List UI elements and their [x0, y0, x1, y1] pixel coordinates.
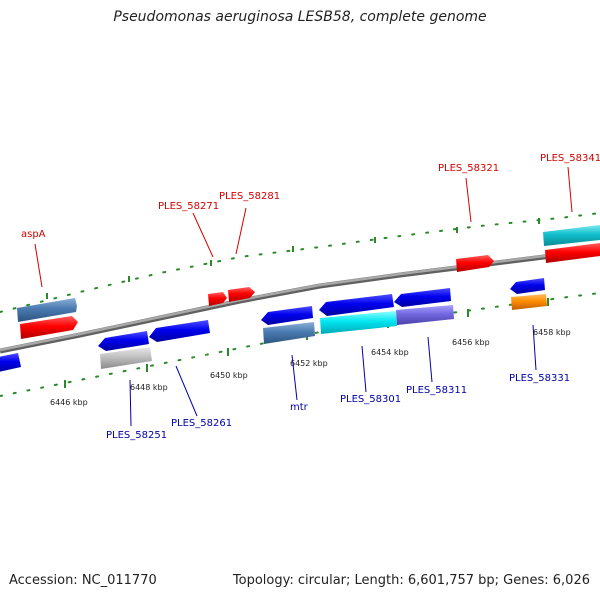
gene-PLES-58311[interactable] — [396, 305, 454, 325]
gene-mtr-upper[interactable] — [261, 306, 313, 325]
scale-label: 6452 kbp — [290, 359, 328, 368]
gene-PLES-58331-upper[interactable] — [510, 278, 545, 294]
gene-blue-reverse[interactable] — [0, 353, 21, 372]
gene-label-PLES-58331[interactable]: PLES_58331 — [509, 373, 570, 384]
gene-label-aspA[interactable]: aspA — [21, 229, 46, 240]
accession-text: Accession: NC_011770 — [9, 573, 157, 588]
map-title: Pseudomonas aeruginosa LESB58, complete … — [113, 9, 487, 25]
reverse-leader-lines — [129, 324, 537, 427]
gene-label-PLES-58311[interactable]: PLES_58311 — [406, 385, 467, 396]
gene-label-PLES-58341[interactable]: PLES_58341 — [540, 153, 600, 164]
gene-label-PLES-58251[interactable]: PLES_58251 — [106, 430, 167, 441]
scale-label: 6450 kbp — [210, 371, 248, 380]
gene-mtr[interactable] — [263, 322, 315, 344]
genome-summary-text: Topology: circular; Length: 6,601,757 bp… — [232, 573, 590, 588]
gene-PLES-58281[interactable] — [228, 287, 255, 302]
forward-genes[interactable] — [17, 225, 600, 339]
gene-aspA[interactable] — [20, 316, 78, 339]
forward-ruler-major-ticks — [46, 218, 540, 299]
scale-label: 6448 kbp — [130, 383, 168, 392]
gene-PLES-58251-upper[interactable] — [98, 331, 149, 351]
gene-label-PLES-58321[interactable]: PLES_58321 — [438, 163, 499, 174]
forward-gene-labels: aspA PLES_58271 PLES_58281 PLES_58321 PL… — [21, 153, 600, 240]
gene-label-mtr[interactable]: mtr — [290, 402, 309, 413]
gene-PLES-58331[interactable] — [511, 294, 547, 310]
scale-label: 6458 kbp — [533, 328, 571, 337]
scale-labels: 6446 kbp 6448 kbp 6450 kbp 6452 kbp 6454… — [50, 328, 571, 407]
gene-label-PLES-58271[interactable]: PLES_58271 — [158, 201, 219, 212]
gene-label-PLES-58281[interactable]: PLES_58281 — [219, 191, 280, 202]
scale-label: 6456 kbp — [452, 338, 490, 347]
scale-label: 6454 kbp — [371, 348, 409, 357]
reverse-gene-labels: PLES_58251 PLES_58261 mtr PLES_58301 PLE… — [106, 373, 570, 441]
gene-PLES-58261[interactable] — [149, 320, 210, 342]
gene-PLES-58271[interactable] — [208, 292, 227, 306]
gene-PLES-58301[interactable] — [320, 311, 397, 334]
gene-label-PLES-58261[interactable]: PLES_58261 — [171, 418, 232, 429]
gene-PLES-58251[interactable] — [100, 347, 152, 369]
gene-PLES-58311-upper[interactable] — [394, 288, 451, 307]
forward-leader-lines — [34, 166, 573, 288]
gene-label-PLES-58301[interactable]: PLES_58301 — [340, 394, 401, 405]
gene-PLES-58321[interactable] — [456, 255, 494, 272]
gene-PLES-58341-teal[interactable] — [543, 225, 600, 246]
reverse-genes[interactable] — [0, 278, 547, 372]
genome-backbone — [0, 246, 600, 354]
gene-PLES-58341[interactable] — [545, 243, 600, 263]
scale-label: 6446 kbp — [50, 398, 88, 407]
gene-steel-forward[interactable] — [17, 298, 77, 322]
gene-PLES-58301-upper[interactable] — [319, 294, 394, 316]
